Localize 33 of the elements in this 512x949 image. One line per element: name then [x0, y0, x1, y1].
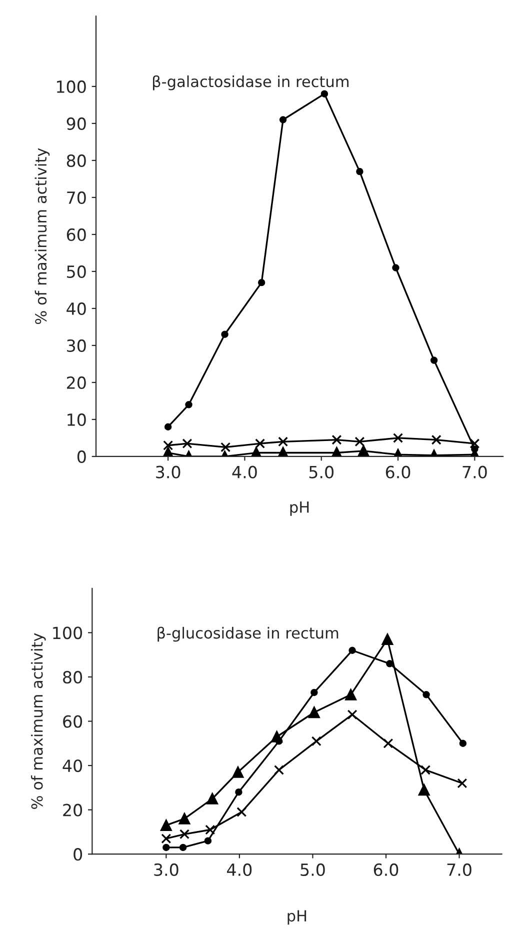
x-tick-label: 3.0 [154, 863, 178, 876]
y-tick-label: 20 [63, 804, 82, 816]
y-tick-label: 70 [67, 191, 86, 204]
x-tick-label: 3.0 [156, 466, 180, 478]
y-axis-title: % of maximum activity [34, 148, 50, 324]
y-tick-label: 10 [68, 413, 86, 426]
y-tick-label: 40 [66, 302, 86, 316]
x-axis-title: pH [288, 910, 306, 925]
x-tick-label: 7.0 [447, 863, 472, 876]
x-tick-label: 6.0 [386, 466, 410, 478]
x-axis-title: pH [290, 502, 309, 516]
x-tick-label: 5.0 [300, 863, 325, 876]
x-tick-label: 4.0 [227, 863, 252, 876]
y-tick-label: 100 [53, 626, 82, 640]
y-tick-label: 30 [67, 339, 86, 352]
y-tick-label: 20 [66, 376, 86, 390]
y-tick-label: 80 [66, 154, 86, 168]
y-tick-label: 60 [66, 228, 86, 242]
y-tick-label: 0 [74, 848, 82, 861]
text: β-galactosidase in rectum [153, 75, 348, 90]
y-tick-label: 0 [77, 450, 86, 464]
y-tick-label: 60 [63, 715, 82, 728]
x-tick-label: 5.0 [309, 466, 334, 478]
text: β-glucosidase in rectum [158, 626, 338, 642]
x-tick-label: 4.0 [232, 466, 257, 478]
y-tick-label: 50 [67, 265, 86, 278]
y-tick-label: 100 [56, 80, 86, 94]
y-tick-label: 80 [63, 670, 82, 684]
y-tick-label: 90 [66, 117, 86, 130]
y-axis-title: % of maximum activity [30, 633, 46, 809]
x-tick-label: 7.0 [462, 466, 487, 478]
y-tick-label: 40 [62, 759, 82, 772]
x-tick-label: 6.0 [374, 863, 398, 876]
